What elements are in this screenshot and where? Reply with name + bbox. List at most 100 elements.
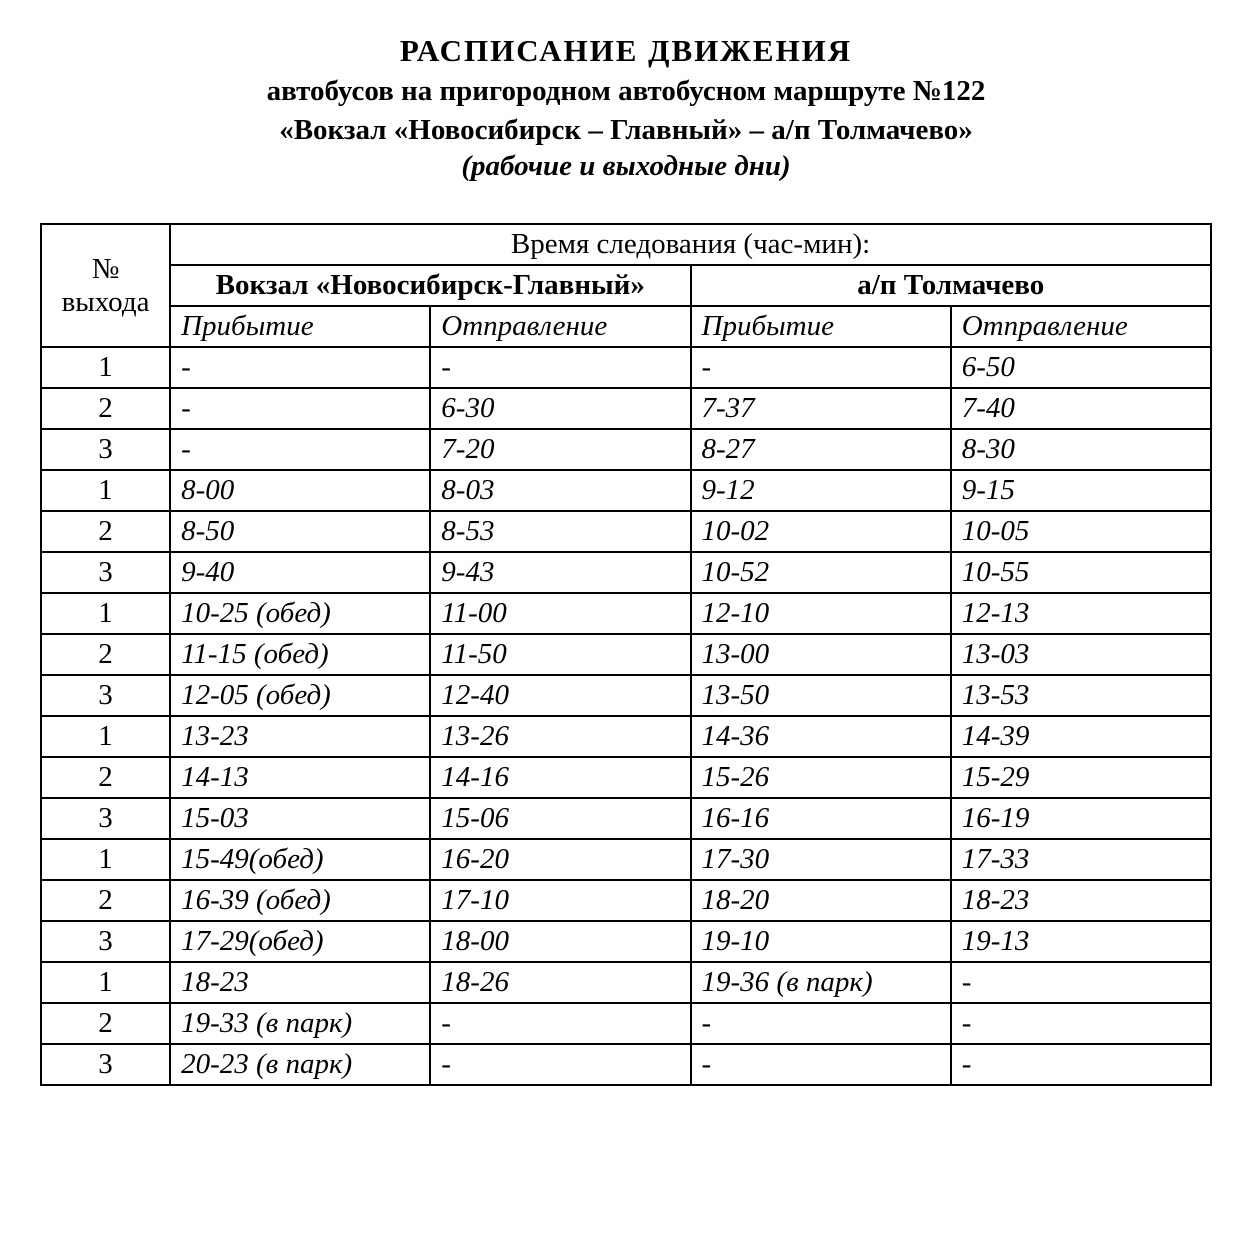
- cell-loc1-arrival: 9-40: [170, 552, 430, 593]
- cell-departure-number: 1: [41, 470, 170, 511]
- cell-loc2-arrival: 19-10: [691, 921, 951, 962]
- table-row: 216-39 (обед)17-1018-2018-23: [41, 880, 1211, 921]
- cell-loc1-departure: 14-16: [430, 757, 690, 798]
- table-row: 113-2313-2614-3614-39: [41, 716, 1211, 757]
- cell-loc1-arrival: 14-13: [170, 757, 430, 798]
- cell-loc1-departure: 18-00: [430, 921, 690, 962]
- cell-departure-number: 3: [41, 552, 170, 593]
- table-row: 320-23 (в парк)---: [41, 1044, 1211, 1085]
- table-row: 317-29(обед)18-0019-1019-13: [41, 921, 1211, 962]
- cell-loc1-departure: 16-20: [430, 839, 690, 880]
- cell-loc1-departure: -: [430, 347, 690, 388]
- cell-departure-number: 1: [41, 716, 170, 757]
- cell-loc1-arrival: 11-15 (обед): [170, 634, 430, 675]
- cell-loc2-departure: 7-40: [951, 388, 1211, 429]
- cell-loc1-departure: 11-00: [430, 593, 690, 634]
- table-row: 115-49(обед)16-2017-3017-33: [41, 839, 1211, 880]
- cell-departure-number: 1: [41, 962, 170, 1003]
- cell-loc2-arrival: -: [691, 347, 951, 388]
- cell-loc1-departure: 6-30: [430, 388, 690, 429]
- cell-loc2-arrival: 17-30: [691, 839, 951, 880]
- cell-departure-number: 3: [41, 429, 170, 470]
- cell-loc1-departure: 17-10: [430, 880, 690, 921]
- cell-loc2-departure: 12-13: [951, 593, 1211, 634]
- cell-loc1-arrival: 12-05 (обед): [170, 675, 430, 716]
- cell-loc2-departure: -: [951, 1003, 1211, 1044]
- table-row: 28-508-5310-0210-05: [41, 511, 1211, 552]
- cell-loc1-arrival: -: [170, 429, 430, 470]
- title-line-3: «Вокзал «Новосибирск – Главный» – а/п То…: [40, 111, 1212, 150]
- cell-loc2-departure: 10-05: [951, 511, 1211, 552]
- cell-loc2-arrival: 10-52: [691, 552, 951, 593]
- cell-loc1-departure: -: [430, 1003, 690, 1044]
- cell-loc1-arrival: 15-03: [170, 798, 430, 839]
- cell-loc2-departure: 6-50: [951, 347, 1211, 388]
- header-time: Время следования (час-мин):: [170, 224, 1211, 265]
- cell-loc1-arrival: -: [170, 388, 430, 429]
- cell-loc2-departure: 19-13: [951, 921, 1211, 962]
- cell-loc1-departure: 11-50: [430, 634, 690, 675]
- table-body: 1---6-502-6-307-377-403-7-208-278-3018-0…: [41, 347, 1211, 1085]
- cell-loc1-departure: 8-53: [430, 511, 690, 552]
- table-row: 110-25 (обед)11-0012-1012-13: [41, 593, 1211, 634]
- cell-loc2-arrival: 18-20: [691, 880, 951, 921]
- subtitle: (рабочие и выходные дни): [40, 150, 1212, 183]
- cell-departure-number: 1: [41, 839, 170, 880]
- cell-loc1-departure: 12-40: [430, 675, 690, 716]
- header-arrival-2: Прибытие: [691, 306, 951, 347]
- cell-loc2-departure: 9-15: [951, 470, 1211, 511]
- cell-loc2-departure: 15-29: [951, 757, 1211, 798]
- cell-loc2-arrival: -: [691, 1044, 951, 1085]
- cell-departure-number: 2: [41, 757, 170, 798]
- cell-loc1-arrival: 16-39 (обед): [170, 880, 430, 921]
- table-row: 312-05 (обед)12-4013-5013-53: [41, 675, 1211, 716]
- header-departure-2: Отправление: [951, 306, 1211, 347]
- cell-loc2-departure: 18-23: [951, 880, 1211, 921]
- cell-loc2-departure: 13-03: [951, 634, 1211, 675]
- header-arrival-1: Прибытие: [170, 306, 430, 347]
- cell-loc2-departure: 14-39: [951, 716, 1211, 757]
- title-line-2: автобусов на пригородном автобусном марш…: [40, 72, 1212, 111]
- cell-departure-number: 3: [41, 921, 170, 962]
- cell-loc2-arrival: 9-12: [691, 470, 951, 511]
- cell-loc1-arrival: 13-23: [170, 716, 430, 757]
- cell-loc1-departure: 18-26: [430, 962, 690, 1003]
- cell-departure-number: 2: [41, 388, 170, 429]
- cell-loc2-arrival: 10-02: [691, 511, 951, 552]
- cell-loc2-arrival: 8-27: [691, 429, 951, 470]
- cell-departure-number: 2: [41, 880, 170, 921]
- cell-departure-number: 2: [41, 634, 170, 675]
- cell-loc2-departure: 10-55: [951, 552, 1211, 593]
- cell-loc1-departure: 13-26: [430, 716, 690, 757]
- schedule-table: № выхода Время следования (час-мин): Вок…: [40, 223, 1212, 1086]
- cell-loc2-arrival: 7-37: [691, 388, 951, 429]
- table-row: 219-33 (в парк)---: [41, 1003, 1211, 1044]
- cell-loc1-departure: 8-03: [430, 470, 690, 511]
- cell-loc1-departure: 9-43: [430, 552, 690, 593]
- cell-loc2-arrival: 15-26: [691, 757, 951, 798]
- cell-loc1-arrival: 17-29(обед): [170, 921, 430, 962]
- cell-departure-number: 1: [41, 347, 170, 388]
- header-location-1: Вокзал «Новосибирск-Главный»: [170, 265, 690, 306]
- cell-loc1-arrival: 19-33 (в парк): [170, 1003, 430, 1044]
- cell-departure-number: 1: [41, 593, 170, 634]
- table-row: 1---6-50: [41, 347, 1211, 388]
- cell-loc1-arrival: 20-23 (в парк): [170, 1044, 430, 1085]
- table-row: 118-2318-2619-36 (в парк)-: [41, 962, 1211, 1003]
- title-line-1: РАСПИСАНИЕ ДВИЖЕНИЯ: [40, 30, 1212, 72]
- cell-departure-number: 3: [41, 675, 170, 716]
- cell-loc1-arrival: -: [170, 347, 430, 388]
- table-row: 2-6-307-377-40: [41, 388, 1211, 429]
- table-row: 18-008-039-129-15: [41, 470, 1211, 511]
- header-location-2: а/п Толмачево: [691, 265, 1211, 306]
- cell-loc2-departure: -: [951, 1044, 1211, 1085]
- cell-loc2-departure: -: [951, 962, 1211, 1003]
- cell-loc1-arrival: 15-49(обед): [170, 839, 430, 880]
- cell-loc1-departure: 7-20: [430, 429, 690, 470]
- cell-loc2-arrival: 16-16: [691, 798, 951, 839]
- cell-loc1-departure: -: [430, 1044, 690, 1085]
- cell-loc2-departure: 8-30: [951, 429, 1211, 470]
- cell-departure-number: 2: [41, 1003, 170, 1044]
- cell-loc1-arrival: 10-25 (обед): [170, 593, 430, 634]
- cell-loc2-departure: 17-33: [951, 839, 1211, 880]
